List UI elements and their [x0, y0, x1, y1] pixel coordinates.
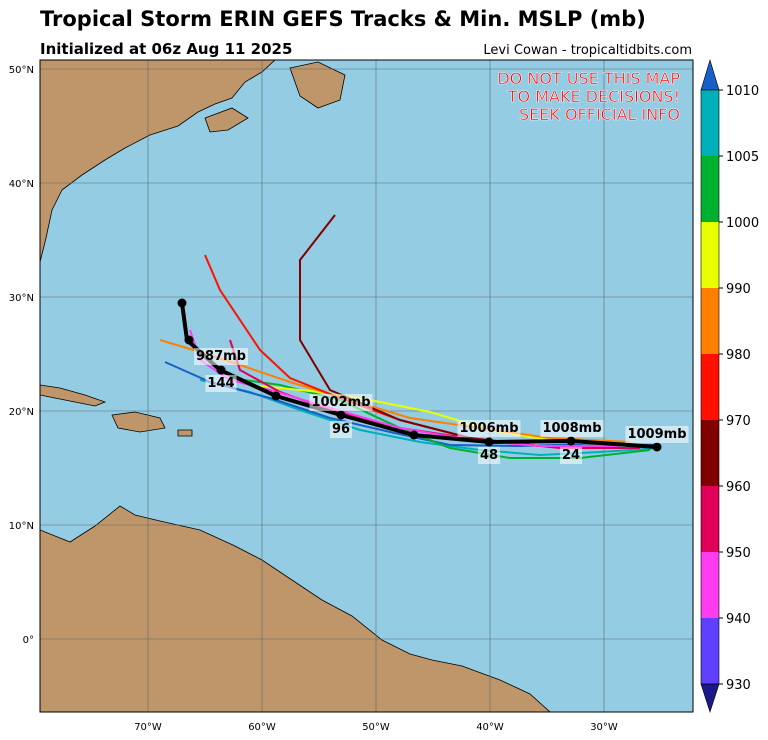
- lon-label: 30°W: [590, 722, 618, 733]
- track-labels: 1009mb 1008mb 1006mb 1002mb 987mb 24 48 96 144: [194, 348, 689, 464]
- colorbar-label: 980: [726, 348, 751, 363]
- lat-label: 40°N: [9, 179, 34, 190]
- colorbar-label: 940: [726, 612, 751, 627]
- colorbar-segment: [701, 288, 719, 354]
- colorbar-label: 1005: [726, 150, 759, 165]
- lon-label: 60°W: [248, 722, 276, 733]
- warning-line: SEEK OFFICIAL INFO: [519, 105, 680, 124]
- colorbar-extend: [700, 683, 720, 713]
- hour-label: 48: [480, 448, 498, 463]
- lon-label: 70°W: [134, 722, 162, 733]
- pressure-label-box: [457, 420, 521, 437]
- colorbar-segment: [701, 486, 719, 552]
- colorbar-label: 970: [726, 414, 751, 429]
- map: 1009mb 1008mb 1006mb 1002mb 987mb 24 48 96 144 D…: [40, 60, 693, 712]
- colorbar: 1010 1005 1000 990 980 970 960 950 940 930: [700, 58, 759, 713]
- colorbar-segment: [701, 222, 719, 288]
- pressure-label-box: [194, 348, 248, 365]
- title: Tropical Storm ERIN GEFS Tracks & Min. M…: [40, 7, 646, 31]
- lon-label: 50°W: [362, 722, 390, 733]
- colorbar-segment: [701, 156, 719, 222]
- mean-track-points: [177, 298, 662, 452]
- warning-line: TO MAKE DECISIONS!: [507, 87, 680, 106]
- warning-line: DO NOT USE THIS MAP: [497, 69, 680, 88]
- hour-label: 144: [207, 376, 234, 391]
- hour-label-box: [477, 447, 501, 464]
- hour-label-box: [205, 375, 237, 392]
- colorbar-extend: [700, 58, 720, 91]
- pressure-label-box: [540, 420, 604, 437]
- warning: DO NOT USE THIS MAP TO MAKE DECISIONS! S…: [497, 69, 681, 125]
- lat-label: 10°N: [9, 521, 34, 532]
- lat-label: 30°N: [9, 293, 34, 304]
- lat-label: 0°: [23, 635, 34, 646]
- map-frame: [39, 59, 694, 713]
- pressure-label: 1008mb: [542, 421, 601, 436]
- hour-label-box: [329, 421, 353, 438]
- credit: Levi Cowan - tropicaltidbits.com: [483, 43, 692, 58]
- lon-label: 40°W: [476, 722, 504, 733]
- colorbar-label: 990: [726, 282, 751, 297]
- land: [40, 60, 551, 712]
- colorbar-label: 1000: [726, 216, 759, 231]
- colorbar-label: 960: [726, 480, 751, 495]
- colorbar-segment: [701, 90, 719, 156]
- pressure-label: 987mb: [196, 349, 246, 364]
- pressure-label: 1006mb: [459, 421, 518, 436]
- hour-label: 96: [332, 422, 350, 437]
- colorbar-label: 930: [726, 678, 751, 693]
- colorbar-segment: [701, 618, 719, 684]
- hour-label: 24: [562, 448, 580, 463]
- pressure-label-box: [309, 394, 373, 411]
- lat-label: 20°N: [9, 407, 34, 418]
- pressure-label: 1002mb: [311, 395, 370, 410]
- pressure-label-box: [625, 426, 689, 443]
- lat-label: 50°N: [9, 65, 34, 76]
- colorbar-segment: [701, 354, 719, 420]
- colorbar-frame: [700, 89, 720, 685]
- colorbar-segment: [701, 420, 719, 486]
- hour-label-box: [559, 447, 583, 464]
- pressure-label: 1009mb: [627, 427, 686, 442]
- colorbar-label: 1010: [726, 84, 759, 99]
- subtitle: Initialized at 06z Aug 11 2025: [40, 40, 292, 58]
- colorbar-label: 950: [726, 546, 751, 561]
- colorbar-segment: [701, 552, 719, 618]
